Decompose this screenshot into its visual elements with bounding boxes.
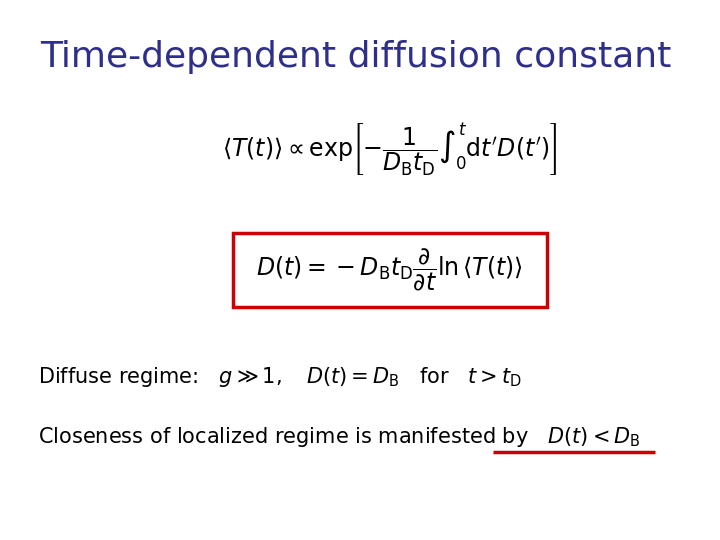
Text: Diffuse regime:   $g \gg 1, \quad D(t) = D_{\mathrm{B}}$   for   $t > t_{\mathrm: Diffuse regime: $g \gg 1, \quad D(t) = D… (38, 365, 522, 389)
Text: $\langle T(t)\rangle \propto \exp\!\left[-\dfrac{1}{D_{\mathrm{B}}t_{\mathrm{D}}: $\langle T(t)\rangle \propto \exp\!\left… (222, 122, 558, 178)
Text: Time-dependent diffusion constant: Time-dependent diffusion constant (40, 40, 671, 74)
Text: Closeness of localized regime is manifested by   $D(t) < D_{\mathrm{B}}$: Closeness of localized regime is manifes… (38, 425, 641, 449)
Text: $D(t) = -D_{\mathrm{B}}t_{\mathrm{D}}\dfrac{\partial}{\partial t}\ln\langle T(t): $D(t) = -D_{\mathrm{B}}t_{\mathrm{D}}\df… (256, 247, 523, 293)
